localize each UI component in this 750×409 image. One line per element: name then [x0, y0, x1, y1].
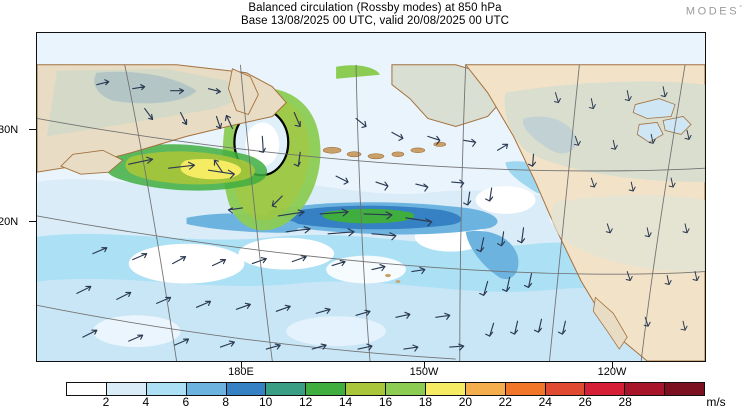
x-tick-150w — [424, 362, 426, 368]
colorbar-units-label: m/s — [706, 395, 726, 409]
colorbar-segment — [505, 383, 546, 395]
y-axis-label-30n: 30N — [0, 124, 19, 136]
x-tick-120w — [612, 362, 614, 368]
colorbar-segment — [67, 383, 107, 395]
colorbar-tick-label: 24 — [538, 395, 552, 409]
x-axis-label-120w: 120W — [597, 366, 627, 378]
colorbar-segment — [386, 383, 426, 395]
colorbar-segment — [625, 383, 666, 395]
chart-title: Balanced circulation (Rossby modes) at 8… — [248, 2, 502, 14]
colorbar-segment — [226, 383, 267, 395]
colorbar-segment — [306, 383, 347, 395]
colorbar-segment — [346, 383, 386, 395]
colorbar-tick-label: 14 — [338, 395, 353, 409]
chart-subtitle: Base 13/08/2025 00 UTC, valid 20/08/2025… — [240, 15, 510, 27]
map-canvas — [37, 33, 705, 361]
colorbar-segment — [665, 383, 704, 395]
colorbar-tick-label: 16 — [378, 395, 393, 409]
x-tick-180e — [241, 362, 243, 368]
colorbar-segment — [266, 383, 307, 395]
colorbar-segment — [465, 383, 506, 395]
map-plot-area — [36, 32, 706, 362]
brand-name: MODES — [685, 5, 740, 18]
colorbar — [66, 382, 705, 396]
colorbar-tick-label: 28 — [618, 395, 632, 409]
colorbar-segment — [585, 383, 626, 395]
colorbar-tick-label: 6 — [182, 395, 190, 409]
y-axis-label-20n: 20N — [0, 216, 19, 228]
colorbar-tick-label: 4 — [142, 395, 150, 409]
colorbar-tick-label: 26 — [578, 395, 592, 409]
colorbar-segment — [545, 383, 586, 395]
y-tick-30n — [29, 129, 36, 131]
colorbar-segment — [186, 383, 227, 395]
colorbar-tick-label: 20 — [458, 395, 473, 409]
x-axis-label-150w: 150W — [409, 366, 439, 378]
colorbar-tick-label: 12 — [298, 395, 313, 409]
colorbar-segment — [146, 383, 187, 395]
brand-logo: MODES° — [686, 5, 742, 18]
brand-mark: ° — [739, 5, 742, 12]
colorbar-tick-label: 2 — [102, 395, 110, 409]
colorbar-tick-label: 18 — [418, 395, 433, 409]
colorbar-segment — [425, 383, 466, 395]
x-axis-label-180e: 180E — [228, 366, 254, 378]
chart-title-block: Balanced circulation (Rossby modes) at 8… — [0, 2, 750, 28]
colorbar-segment — [106, 383, 147, 395]
colorbar-tick-label: 10 — [259, 395, 273, 409]
y-tick-20n — [29, 221, 36, 223]
colorbar-tick-label: 8 — [222, 395, 230, 409]
colorbar-tick-label: 22 — [498, 395, 512, 409]
